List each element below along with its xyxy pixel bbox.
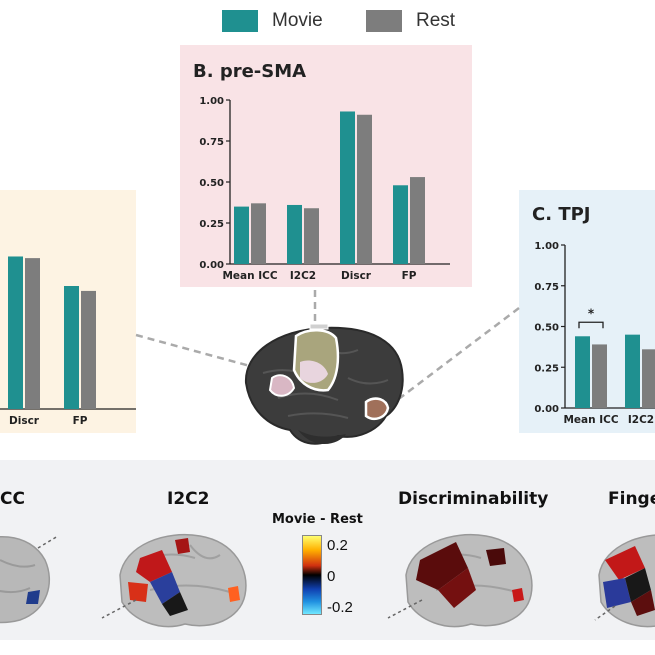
chart-b-x-tick-label: Discr (341, 270, 372, 282)
brain-discr-dark-red-2 (438, 568, 476, 608)
chart-b-x-tick-label: FP (402, 270, 417, 282)
central-brain-cerebellum (298, 430, 346, 444)
chart-c: 0.00 0.25 0.50 0.75 1.00 Mean ICC I2C2 * (534, 241, 655, 426)
brain-discr-dark-red-1 (416, 542, 468, 590)
legend-swatch-rest (366, 10, 402, 32)
chart-b-bar-rest (304, 208, 319, 264)
bottom-label-discriminability: Discriminability (398, 489, 549, 509)
chart-b-bar-movie (287, 204, 302, 264)
legend-label-movie: Movie (272, 10, 323, 31)
top-highlight (309, 323, 329, 330)
legend-item-rest: Rest (366, 9, 455, 33)
brain-fp-red (605, 546, 645, 580)
bottom-label-fingerprint: Finge (608, 489, 655, 509)
legend-label-rest: Rest (416, 10, 456, 31)
brain-icc-shape (0, 535, 51, 624)
brain-discr-red (512, 588, 524, 602)
brain-map-icc (0, 535, 59, 624)
tpj-region (364, 397, 390, 420)
chart-c-y-tick-label: 1.00 (534, 241, 559, 252)
chart-b-x-tick-label: Mean ICC (222, 270, 277, 282)
panel-a: Discr FP (0, 190, 136, 433)
chart-b-x-tick-label: I2C2 (290, 270, 316, 282)
chart-c-x-tick-label: Mean ICC (563, 414, 618, 426)
brain-fp-arrow (594, 605, 616, 621)
chart-b-bar-rest (410, 177, 425, 264)
presma-subregion (300, 360, 328, 383)
colorbar-tick-high: 0.2 (327, 537, 348, 554)
colorbar (302, 535, 322, 615)
panel-b-title: B. pre-SMA (193, 61, 307, 82)
chart-c-bar-movie (575, 336, 590, 408)
brain-icc-arrow (37, 535, 59, 549)
chart-c-bar-movie (625, 334, 640, 408)
panel-c: C. TPJ 0.00 0.25 0.50 0.75 1.00 Mean ICC I2C2 * (519, 190, 655, 433)
brain-discr-dark-red-3 (486, 548, 506, 566)
brain-fp-blue (603, 578, 631, 608)
colorbar-tick-low: -0.2 (327, 599, 353, 616)
brain-icc-sulci (0, 559, 36, 594)
chart-c-y-tick-label: 0.00 (534, 404, 559, 415)
chart-c-y-tick-label: 0.75 (534, 282, 559, 293)
chart-c-y-tick-label: 0.25 (534, 363, 559, 374)
chart-a-bar-rest (25, 258, 40, 409)
brain-discr-arrow (387, 599, 423, 619)
chart-b: 0.00 0.25 0.50 0.75 1.00 Mean ICC I2C2 Discr FP (199, 96, 450, 282)
chart-b-y-tick-label: 0.75 (199, 137, 224, 148)
brain-i2c2-black (162, 592, 188, 616)
chart-a-x-tick-label: Discr (9, 415, 40, 427)
chart-b-bar-movie (234, 206, 249, 264)
chart-a-bar-movie (64, 286, 79, 409)
chart-a-bar-movie (8, 256, 23, 409)
chart-c-bar-rest (592, 344, 607, 408)
presma-subregion-2 (268, 374, 296, 397)
panel-b: B. pre-SMA 0.00 0.25 0.50 0.75 1.00 Mean ICC I… (180, 45, 472, 287)
brain-map-fingerprint (594, 534, 655, 628)
chart-a-x-tick-label: FP (73, 415, 88, 427)
chart-b-y-tick-label: 0.00 (199, 260, 224, 271)
chart-b-bar-movie (340, 111, 355, 264)
chart-c-y-tick-label: 0.50 (534, 323, 559, 334)
bottom-label-icc: CC (0, 489, 25, 509)
chart-b-bar-movie (393, 185, 408, 264)
brain-icc-blue (26, 590, 40, 604)
chart-b-bar-rest (251, 203, 266, 264)
central-brain (244, 323, 404, 445)
chart-b-y-tick-label: 1.00 (199, 96, 224, 107)
brain-i2c2-arrow (101, 599, 137, 619)
chart-b-bar-rest (357, 114, 372, 264)
brain-i2c2-blue-1 (150, 572, 180, 604)
chart-a-bar-rest (81, 290, 96, 409)
chart-a: Discr FP (0, 256, 136, 427)
colorbar-title: Movie - Rest (272, 512, 363, 527)
brain-map-discriminability (387, 534, 533, 628)
brain-map-i2c2 (101, 534, 247, 628)
chart-c-bar-rest (642, 349, 655, 408)
brain-fp-dark-red (631, 590, 655, 616)
chart-b-y-tick-label: 0.50 (199, 178, 224, 189)
brain-fp-black (625, 568, 651, 602)
legend-swatch-movie (222, 10, 258, 32)
brain-i2c2-red-1 (136, 550, 172, 582)
chart-c-significance-star: * (588, 306, 595, 320)
chart-c-x-tick-label: I2C2 (628, 414, 654, 426)
chart-c-significance-bracket (578, 321, 604, 329)
bottom-label-i2c2: I2C2 (167, 489, 210, 509)
panel-c-title: C. TPJ (532, 204, 591, 225)
brain-i2c2-orange (228, 586, 240, 602)
brain-i2c2-red-3 (175, 538, 190, 554)
bottom-strip (0, 460, 655, 640)
brain-i2c2-red-2 (128, 582, 148, 602)
chart-b-y-tick-label: 0.25 (199, 219, 224, 230)
legend-item-movie: Movie (222, 9, 323, 33)
colorbar-tick-zero: 0 (327, 568, 336, 585)
